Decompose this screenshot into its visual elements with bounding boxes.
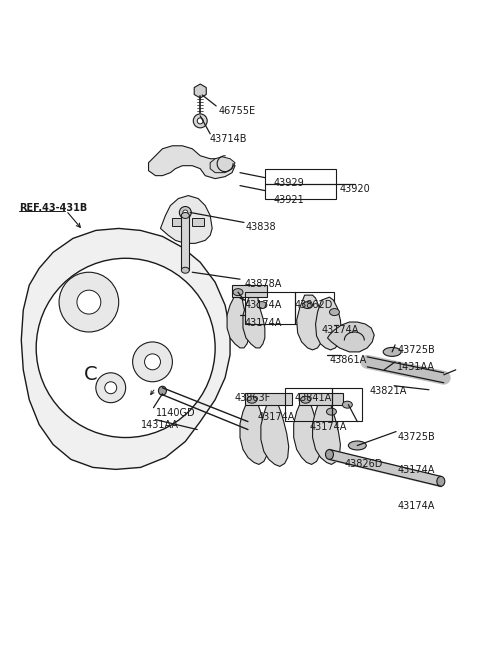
Ellipse shape [257, 301, 267, 309]
Polygon shape [148, 146, 235, 179]
Ellipse shape [440, 373, 448, 383]
Polygon shape [210, 157, 235, 173]
Bar [172, 219, 184, 227]
Ellipse shape [233, 289, 243, 295]
Text: 43861A: 43861A [329, 355, 367, 365]
Text: 43174A: 43174A [397, 466, 434, 476]
Ellipse shape [348, 441, 366, 450]
Ellipse shape [247, 396, 257, 403]
Text: 43838: 43838 [246, 223, 276, 233]
Polygon shape [315, 297, 341, 350]
Text: 1431AA: 1431AA [141, 420, 179, 430]
Polygon shape [312, 400, 340, 464]
Circle shape [77, 290, 101, 314]
Ellipse shape [300, 396, 311, 403]
Text: 43863F: 43863F [235, 393, 271, 403]
Ellipse shape [158, 386, 167, 395]
Bar [181, 215, 189, 271]
Text: 43174A: 43174A [258, 411, 295, 422]
Polygon shape [21, 229, 230, 470]
Bar [192, 219, 204, 227]
Polygon shape [327, 322, 374, 352]
Text: 43174A: 43174A [397, 501, 434, 512]
Text: 1140GD: 1140GD [156, 407, 195, 418]
Circle shape [36, 258, 215, 438]
Ellipse shape [302, 301, 312, 309]
Text: 43174A: 43174A [310, 422, 347, 432]
Circle shape [193, 114, 207, 128]
Circle shape [144, 354, 160, 370]
Bar [265, 169, 336, 198]
Text: REF.43-431B: REF.43-431B [19, 202, 87, 212]
Ellipse shape [181, 267, 189, 273]
Polygon shape [243, 295, 265, 348]
Polygon shape [294, 400, 321, 464]
Ellipse shape [329, 309, 339, 316]
Text: 43921: 43921 [274, 195, 304, 204]
Polygon shape [297, 295, 324, 350]
Bar [285, 388, 362, 421]
Polygon shape [261, 402, 288, 466]
Text: 43929: 43929 [274, 178, 304, 187]
Polygon shape [160, 196, 212, 244]
Text: 43725B: 43725B [397, 345, 435, 355]
Ellipse shape [383, 347, 401, 356]
Text: 43174A: 43174A [245, 300, 282, 310]
Text: 43920: 43920 [339, 183, 370, 194]
Text: 43841A: 43841A [295, 393, 332, 403]
Circle shape [132, 342, 172, 382]
Polygon shape [232, 285, 267, 297]
Polygon shape [245, 393, 292, 405]
Text: 43821A: 43821A [369, 386, 407, 396]
Circle shape [183, 210, 188, 215]
Text: C: C [84, 365, 98, 384]
Ellipse shape [363, 357, 371, 367]
Text: 43174A: 43174A [245, 318, 282, 328]
Ellipse shape [437, 476, 445, 486]
Ellipse shape [342, 401, 352, 408]
Ellipse shape [181, 212, 189, 219]
Text: 46755E: 46755E [218, 106, 255, 116]
Polygon shape [240, 400, 268, 464]
Text: 43862D: 43862D [295, 300, 333, 310]
Text: 43878A: 43878A [245, 279, 282, 290]
Circle shape [197, 118, 203, 124]
Text: 43826D: 43826D [344, 459, 383, 470]
Text: 1431AA: 1431AA [397, 362, 435, 372]
Text: 43714B: 43714B [209, 134, 247, 144]
Text: 43725B: 43725B [397, 432, 435, 441]
Polygon shape [227, 295, 249, 348]
Ellipse shape [244, 420, 252, 429]
Circle shape [105, 382, 117, 394]
Ellipse shape [326, 408, 336, 415]
Ellipse shape [325, 449, 334, 459]
Polygon shape [194, 84, 206, 98]
Circle shape [180, 206, 192, 219]
Bar [245, 292, 335, 324]
Polygon shape [299, 393, 343, 405]
Text: 43174A: 43174A [322, 325, 359, 335]
Circle shape [96, 373, 126, 403]
Circle shape [59, 272, 119, 332]
